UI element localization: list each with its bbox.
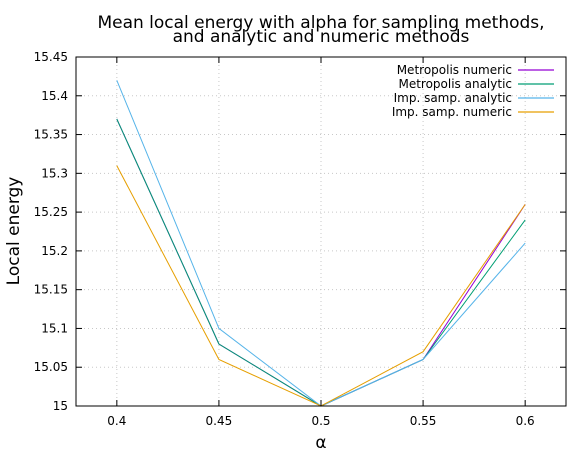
y-axis-label: Local energy: [4, 177, 24, 286]
x-tick-label: 0.5: [311, 414, 330, 428]
x-tick-label: 0.4: [107, 414, 126, 428]
y-tick-label: 15.05: [34, 360, 68, 374]
x-tick-label: 0.45: [206, 414, 233, 428]
y-tick-label: 15.25: [34, 205, 68, 219]
y-tick-label: 15: [53, 399, 68, 413]
legend-label: Imp. samp. numeric: [392, 105, 512, 119]
y-tick-label: 15.1: [41, 321, 68, 335]
chart-title-line-1: Mean local energy with alpha for samplin…: [97, 13, 544, 33]
y-tick-label: 15.2: [41, 244, 68, 258]
x-tick-label: 0.55: [410, 414, 437, 428]
grid: [76, 57, 566, 406]
legend-label: Imp. samp. analytic: [394, 91, 512, 105]
axis-ticks: 15 15.05 15.1 15.15 15.2 15.25 15.3 15.35 15.4 15…: [34, 50, 566, 428]
y-tick-label: 15.3: [41, 166, 68, 180]
legend-label: Metropolis numeric: [397, 63, 512, 77]
chart-title-line-2: and analytic and numeric methods: [173, 27, 470, 47]
y-tick-label: 15.45: [34, 50, 68, 64]
x-axis-label: α: [315, 433, 326, 451]
y-tick-label: 15.4: [41, 89, 68, 103]
y-tick-label: 15.35: [34, 128, 68, 142]
y-tick-label: 15.15: [34, 283, 68, 297]
x-tick-label: 0.6: [516, 414, 535, 428]
legend-label: Metropolis analytic: [398, 77, 512, 91]
